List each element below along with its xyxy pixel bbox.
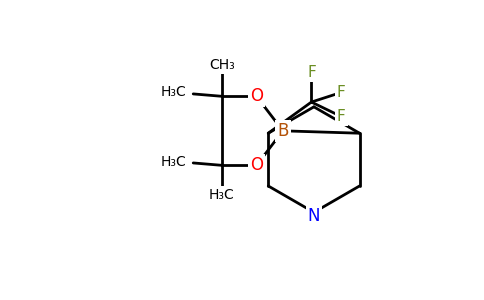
Text: N: N <box>308 207 320 225</box>
Text: H₃C: H₃C <box>160 154 186 169</box>
Text: O: O <box>250 87 263 105</box>
Text: H₃C: H₃C <box>160 85 186 100</box>
Text: F: F <box>337 85 346 100</box>
Text: B: B <box>277 122 288 140</box>
Text: H₃C: H₃C <box>209 188 235 202</box>
Text: F: F <box>307 65 316 80</box>
Text: F: F <box>337 109 346 124</box>
Text: CH₃: CH₃ <box>209 58 235 72</box>
Text: O: O <box>250 156 263 174</box>
